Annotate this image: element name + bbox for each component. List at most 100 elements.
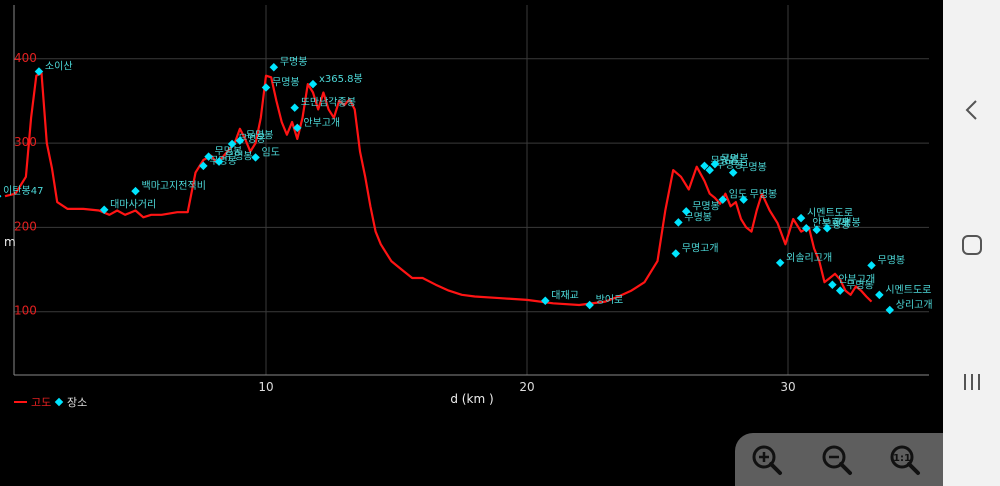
- y-tick-label: 300: [14, 135, 37, 149]
- place-marker: 무명봉: [199, 155, 237, 171]
- system-nav-bar: [943, 0, 1000, 486]
- recent-apps-icon: [963, 374, 980, 390]
- place-label: 방어로: [596, 294, 624, 306]
- place-label: 무명봉: [225, 151, 253, 163]
- home-button[interactable]: [943, 225, 1000, 265]
- place-marker: 무명봉: [227, 133, 266, 149]
- place-diamond: [885, 305, 895, 315]
- zoom-fit-label: 1:1: [893, 453, 911, 464]
- place-marker: 무명고개: [671, 243, 719, 258]
- place-label: 상리고개: [896, 299, 933, 311]
- place-diamond: [796, 213, 806, 223]
- place-diamond: [269, 62, 279, 72]
- zoom-fit-button[interactable]: 1:1: [885, 441, 925, 479]
- place-label: 시멘트도로: [885, 284, 931, 296]
- place-diamond: [828, 280, 837, 289]
- place-diamond: [541, 296, 550, 305]
- place-marker: 임도: [251, 145, 280, 162]
- place-diamond: [204, 152, 213, 161]
- place-diamond: [0, 191, 2, 201]
- place-label: 무명봉: [246, 130, 274, 142]
- place-marker: 무명봉: [204, 146, 242, 161]
- zoom-in-button[interactable]: [747, 441, 787, 479]
- place-label: 시멘트도로: [807, 207, 853, 219]
- place-marker: 무명봉: [269, 56, 308, 72]
- place-label: 또만남각좋봉: [301, 97, 356, 109]
- place-label: 무명고개: [682, 243, 719, 255]
- place-label: 무명봉: [684, 211, 712, 223]
- zoom-out-button[interactable]: [817, 441, 857, 479]
- place-marker: 대재교: [541, 290, 579, 305]
- place-marker: 또만남각좋봉: [290, 97, 356, 112]
- place-marker: 무명봉: [835, 280, 874, 295]
- elevation-line: [4, 71, 873, 307]
- place-label: 안부고개: [838, 274, 875, 286]
- place-label: 이탄봉47: [3, 185, 43, 197]
- place-label: 안부고개: [812, 217, 849, 229]
- place-marker: 이탄봉47: [0, 185, 43, 201]
- place-label: 소이산: [45, 60, 73, 72]
- place-diamond: [585, 300, 594, 310]
- place-label: 무명봉: [739, 162, 767, 174]
- place-label: 무명봉: [846, 280, 874, 292]
- place-label: 대마사거리: [110, 199, 156, 211]
- place-diamond: [214, 157, 224, 166]
- elevation-chart: 100 200 300 400 10 20 30 d (km ) m 이탄봉47 소이산대마사거리…: [0, 5, 933, 409]
- zoom-controls: 1:1: [735, 433, 943, 486]
- place-marker: x365.8봉: [308, 73, 363, 89]
- legend-point-swatch: [54, 397, 64, 407]
- place-label: 무명봉: [280, 56, 308, 68]
- x-tick-label: 10: [258, 380, 273, 394]
- place-marker: 무명봉: [867, 254, 906, 270]
- place-label: 무명봉: [692, 200, 720, 212]
- place-diamond: [875, 290, 884, 300]
- place-label: 무명봉: [215, 146, 243, 158]
- y-tick-label: 100: [14, 304, 37, 318]
- place-label: 안부고개: [303, 117, 340, 129]
- place-marker: 백마고지전적비: [131, 180, 206, 196]
- x-axis-title: d (km ): [450, 392, 493, 406]
- place-diamond: [671, 249, 681, 258]
- place-marker: 무명봉: [261, 76, 300, 92]
- place-label: 외솔리고개: [786, 252, 832, 264]
- place-marker: 안부고개: [828, 274, 875, 289]
- home-icon: [961, 235, 982, 255]
- place-marker: 무명봉: [214, 151, 253, 166]
- recent-apps-button[interactable]: [943, 362, 1000, 402]
- y-axis-title: m: [4, 235, 16, 249]
- place-diamond: [290, 103, 299, 112]
- place-diamond: [261, 83, 271, 92]
- place-label: 무명봉: [238, 133, 266, 145]
- place-diamond: [131, 186, 140, 196]
- place-label: 무명봉: [878, 254, 906, 266]
- place-diamond: [34, 67, 44, 76]
- place-label: 임도: [262, 145, 280, 158]
- place-marker: 방어로: [585, 294, 624, 310]
- place-marker: 소이산: [34, 60, 73, 76]
- place-diamond: [308, 79, 318, 89]
- place-label: 무명봉: [721, 153, 749, 165]
- place-label: 무명봉: [272, 76, 300, 88]
- place-diamond: [251, 153, 260, 162]
- place-diamond: [775, 258, 785, 268]
- x-tick-label: 20: [519, 380, 534, 394]
- zoom-reset-icon: 1:1: [890, 445, 920, 475]
- place-label: 무명봉: [833, 217, 861, 229]
- place-marker: 시멘트도로: [875, 284, 931, 300]
- place-label: 무명봉: [209, 155, 237, 167]
- y-tick-label: 400: [14, 51, 37, 65]
- place-label: 백마고지전적비: [142, 180, 206, 192]
- x-tick-label: 30: [780, 380, 795, 394]
- place-diamond: [835, 286, 845, 295]
- place-marker: 대마사거리: [99, 199, 156, 214]
- back-button[interactable]: [943, 90, 1000, 130]
- legend-point-label: 장소: [67, 396, 87, 409]
- place-marker: 외솔리고개: [775, 252, 832, 268]
- y-tick-label: 200: [14, 219, 37, 233]
- zoom-out-icon: [822, 445, 852, 475]
- place-diamond: [674, 218, 683, 227]
- place-diamond: [199, 161, 208, 171]
- zoom-in-icon: [752, 445, 782, 475]
- legend-line-label: 고도: [31, 396, 51, 409]
